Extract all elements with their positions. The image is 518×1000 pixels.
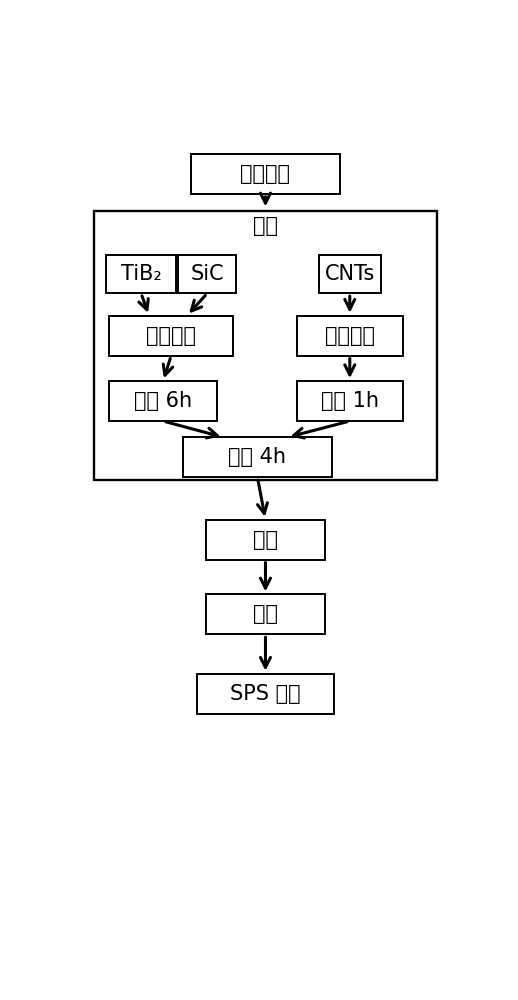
FancyBboxPatch shape — [178, 255, 236, 293]
FancyBboxPatch shape — [206, 594, 325, 634]
Text: 无水乙醇: 无水乙醇 — [325, 326, 375, 346]
FancyBboxPatch shape — [319, 255, 381, 293]
Text: CNTs: CNTs — [325, 264, 375, 284]
Text: 混料: 混料 — [253, 216, 278, 236]
Text: SiC: SiC — [191, 264, 224, 284]
Text: 原料筛选: 原料筛选 — [240, 164, 291, 184]
FancyBboxPatch shape — [197, 674, 334, 714]
FancyBboxPatch shape — [106, 255, 176, 293]
FancyBboxPatch shape — [109, 381, 218, 421]
Text: 过筛: 过筛 — [253, 604, 278, 624]
FancyBboxPatch shape — [183, 437, 332, 477]
FancyBboxPatch shape — [109, 316, 233, 356]
FancyBboxPatch shape — [297, 316, 403, 356]
Text: 湿磨 4h: 湿磨 4h — [228, 447, 286, 467]
Text: SPS 烧结: SPS 烧结 — [230, 684, 301, 704]
Text: 无水乙醇: 无水乙醇 — [146, 326, 196, 346]
Text: 球磨 6h: 球磨 6h — [134, 391, 192, 411]
FancyBboxPatch shape — [94, 211, 437, 480]
Text: TiB₂: TiB₂ — [121, 264, 162, 284]
FancyBboxPatch shape — [191, 154, 340, 194]
Text: 分散 1h: 分散 1h — [321, 391, 379, 411]
FancyBboxPatch shape — [206, 520, 325, 560]
FancyBboxPatch shape — [297, 381, 403, 421]
Text: 烘干: 烘干 — [253, 530, 278, 550]
